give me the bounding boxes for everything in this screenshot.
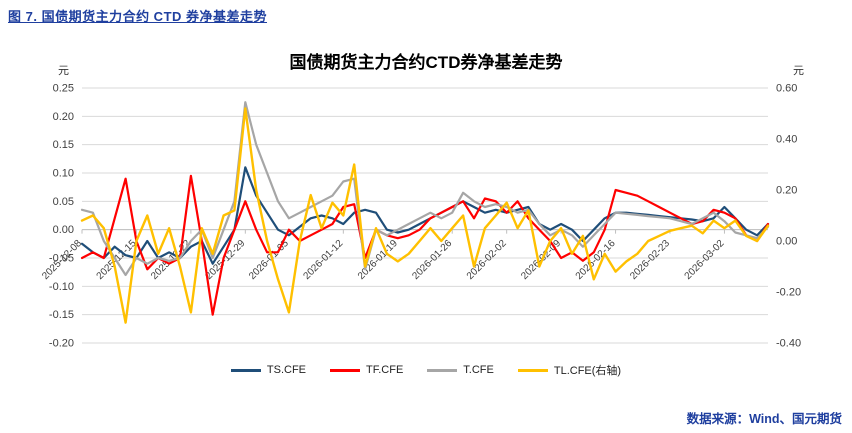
legend-swatch-TF	[330, 368, 361, 372]
legend-item-TL: TL.CFE(右轴)	[517, 362, 622, 378]
figure-caption: 图 7. 国债期货主力合约 CTD 券净基差走势	[8, 9, 268, 24]
legend-item-T: T.CFE	[427, 364, 494, 376]
svg-text:0.20: 0.20	[53, 111, 74, 123]
legend-swatch-TL	[517, 368, 548, 372]
svg-text:-0.20: -0.20	[49, 338, 74, 350]
legend-label-TS: TS.CFE	[266, 364, 307, 376]
svg-text:0.10: 0.10	[53, 168, 74, 180]
svg-text:0.40: 0.40	[776, 134, 797, 146]
svg-text:-0.40: -0.40	[776, 338, 801, 350]
left-axis-unit: 元	[58, 65, 69, 77]
legend-label-TL: TL.CFE(右轴)	[553, 365, 622, 377]
legend-swatch-TS	[230, 368, 261, 372]
legend-label-T: T.CFE	[463, 364, 494, 376]
legend-item-TS: TS.CFE	[230, 364, 307, 376]
data-source: 数据来源：Wind、国元期货	[686, 412, 842, 426]
svg-text:0.00: 0.00	[53, 224, 74, 236]
svg-text:0.60: 0.60	[776, 83, 797, 95]
right-axis-unit: 元	[793, 65, 804, 77]
svg-text:0.25: 0.25	[53, 83, 74, 95]
legend-item-TF: TF.CFE	[330, 364, 403, 376]
svg-text:-0.15: -0.15	[49, 309, 74, 321]
legend-label-TF: TF.CFE	[366, 364, 404, 376]
legend-swatch-T	[427, 368, 458, 372]
svg-text:0.20: 0.20	[776, 185, 797, 197]
svg-text:2025-12-08: 2025-12-08	[40, 238, 84, 282]
svg-text:2026-03-02: 2026-03-02	[683, 238, 727, 282]
svg-text:2026-02-23: 2026-02-23	[628, 238, 672, 282]
svg-text:2026-01-12: 2026-01-12	[302, 238, 346, 282]
svg-text:0.15: 0.15	[53, 139, 74, 151]
svg-text:0.05: 0.05	[53, 196, 74, 208]
legend: TS.CFE TF.CFE T.CFE TL.CFE(右轴)	[0, 362, 852, 378]
svg-text:-0.20: -0.20	[776, 287, 801, 299]
chart-title: 国债期货主力合约CTD券净基差走势	[289, 53, 563, 72]
svg-text:-0.05: -0.05	[49, 253, 74, 265]
svg-text:-0.10: -0.10	[49, 281, 74, 293]
chart-plot: 0.25 0.20 0.15 0.10 0.05 0.00 -0.05 -0.10 -0.15 -…	[40, 83, 801, 350]
svg-text:0.00: 0.00	[776, 236, 797, 248]
